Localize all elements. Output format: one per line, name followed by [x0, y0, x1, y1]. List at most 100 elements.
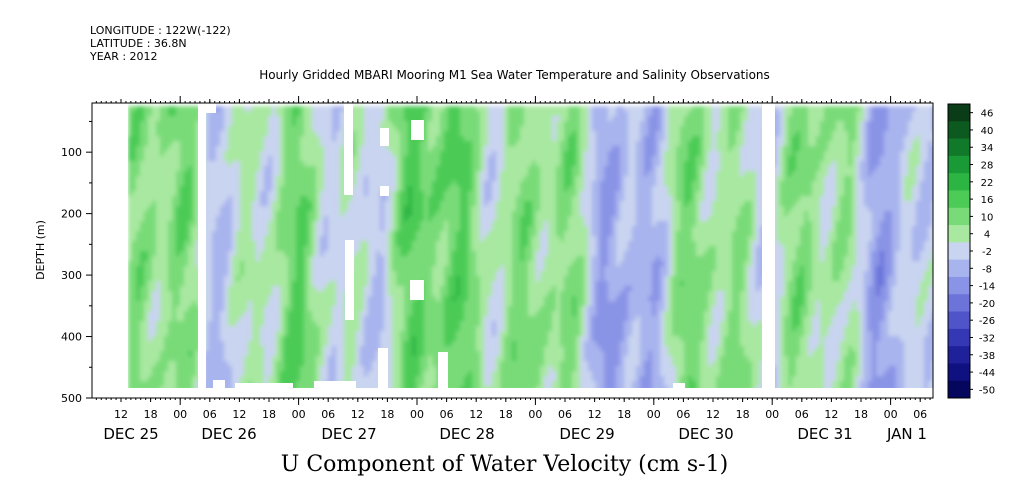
heatmap-cell [328, 301, 333, 308]
heatmap-cell [152, 161, 157, 168]
heatmap-cell [220, 356, 225, 363]
heatmap-cell [404, 201, 409, 208]
heatmap-cell [256, 326, 261, 333]
heatmap-cell [400, 221, 405, 228]
heatmap-cell [240, 311, 245, 318]
heatmap-cell [252, 356, 257, 363]
heatmap-cell [340, 146, 345, 153]
heatmap-cell [148, 186, 153, 193]
heatmap-cell [136, 316, 141, 323]
heatmap-cell [248, 121, 253, 128]
heatmap-cell [280, 126, 285, 133]
heatmap-cell [408, 151, 413, 158]
heatmap-cell [368, 371, 373, 378]
heatmap-cell [164, 326, 169, 333]
heatmap-cell [212, 171, 217, 178]
heatmap-cell [128, 306, 133, 313]
heatmap-cell [148, 121, 153, 128]
heatmap-cell [436, 211, 441, 218]
heatmap-cell [176, 136, 181, 143]
heatmap-cell [476, 211, 481, 218]
heatmap-cell [376, 181, 381, 188]
heatmap-cell [372, 106, 377, 113]
heatmap-cell [144, 201, 149, 208]
heatmap-cell [244, 211, 249, 218]
heatmap-cell [156, 301, 161, 308]
heatmap-cell [392, 176, 397, 183]
heatmap-cell [300, 106, 305, 113]
heatmap-cell [288, 296, 293, 303]
heatmap-cell [372, 306, 377, 313]
heatmap-cell [436, 291, 441, 298]
heatmap-cell [476, 271, 481, 278]
heatmap-cell [216, 341, 221, 348]
heatmap-cell [296, 241, 301, 248]
heatmap-cell [416, 321, 421, 328]
heatmap-cell [448, 306, 453, 313]
heatmap-cell [392, 276, 397, 283]
heatmap-cell [156, 331, 161, 338]
heatmap-cell [424, 211, 429, 218]
heatmap-cell [208, 131, 213, 138]
heatmap-cell [204, 246, 209, 253]
heatmap-cell [288, 196, 293, 203]
heatmap-cell [272, 206, 277, 213]
heatmap-cell [228, 246, 233, 253]
heatmap-cell [316, 196, 321, 203]
heatmap-cell [220, 316, 225, 323]
heatmap-cell [184, 376, 189, 383]
heatmap-cell [220, 321, 225, 328]
heatmap-cell [256, 356, 261, 363]
heatmap-cell [344, 351, 349, 358]
heatmap-cell [132, 351, 137, 358]
heatmap-cell [240, 176, 245, 183]
heatmap-cell [252, 231, 257, 238]
heatmap-cell [400, 241, 405, 248]
heatmap-cell [372, 176, 377, 183]
heatmap-cell [228, 256, 233, 263]
heatmap-cell [332, 266, 337, 273]
heatmap-cell [168, 236, 173, 243]
heatmap-cell [184, 166, 189, 173]
heatmap-cell [260, 306, 265, 313]
heatmap-cell [240, 301, 245, 308]
heatmap-cell [144, 166, 149, 173]
heatmap-cell [252, 191, 257, 198]
heatmap-cell [164, 296, 169, 303]
heatmap-cell [460, 351, 465, 358]
heatmap-cell [356, 191, 361, 198]
heatmap-cell [416, 331, 421, 338]
heatmap-cell [456, 306, 461, 313]
heatmap-cell [248, 186, 253, 193]
heatmap-cell [260, 216, 265, 223]
heatmap-cell [244, 136, 249, 143]
heatmap-cell [140, 286, 145, 293]
heatmap-cell [164, 111, 169, 118]
heatmap-cell [280, 256, 285, 263]
heatmap-cell [456, 221, 461, 228]
heatmap-cell [360, 261, 365, 268]
heatmap-cell [156, 261, 161, 268]
heatmap-cell [288, 306, 293, 313]
heatmap-cell [188, 171, 193, 178]
heatmap-cell [280, 206, 285, 213]
heatmap-cell [180, 211, 185, 218]
heatmap-cell [244, 141, 249, 148]
heatmap-cell [468, 136, 473, 143]
heatmap-cell [376, 141, 381, 148]
heatmap-cell [168, 156, 173, 163]
heatmap-cell [424, 306, 429, 313]
heatmap-cell [336, 266, 341, 273]
heatmap-cell [452, 241, 457, 248]
heatmap-cell [464, 261, 469, 268]
heatmap-cell [244, 116, 249, 123]
heatmap-cell [464, 301, 469, 308]
heatmap-cell [260, 311, 265, 318]
heatmap-cell [420, 221, 425, 228]
heatmap-cell [276, 106, 281, 113]
heatmap-cell [156, 346, 161, 353]
heatmap-cell [236, 296, 241, 303]
heatmap-cell [276, 196, 281, 203]
heatmap-cell [312, 366, 317, 373]
heatmap-cell [236, 376, 241, 383]
